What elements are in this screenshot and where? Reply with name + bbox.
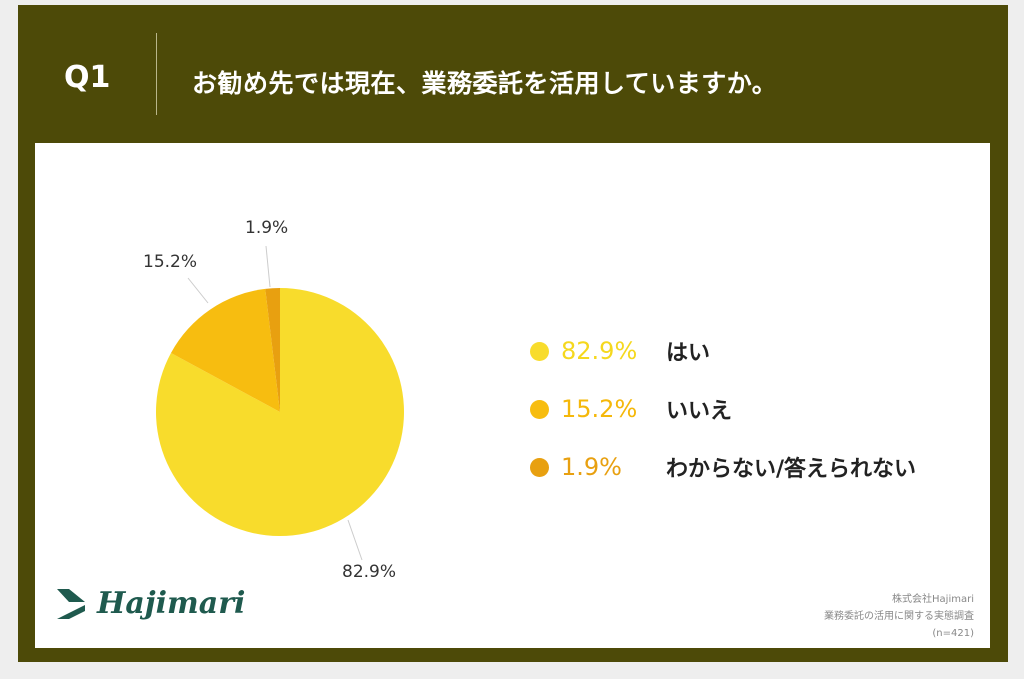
leader-line-unknown bbox=[265, 245, 271, 288]
source-company: 株式会社Hajimari bbox=[892, 594, 974, 605]
legend-pct: 15.2% bbox=[561, 395, 638, 423]
legend-item-yes: 82.9% はい bbox=[530, 322, 916, 380]
legend-label: はい bbox=[666, 341, 711, 366]
legend-label: わからない/答えられない bbox=[666, 457, 917, 482]
legend-item-unknown: 1.9% わからない/答えられない bbox=[530, 438, 916, 496]
source-n: (n=421) bbox=[932, 628, 974, 639]
legend-pct: 1.9% bbox=[561, 453, 622, 481]
legend-pct: 82.9% bbox=[561, 337, 638, 365]
slice-label-no: 15.2% bbox=[143, 252, 198, 272]
legend-dot bbox=[530, 341, 549, 361]
pie-slice-unknown bbox=[265, 288, 280, 412]
divider bbox=[156, 33, 157, 115]
legend-dot bbox=[530, 399, 549, 419]
question-title: お勧め先では現在、業務委託を活用していますか。 bbox=[192, 69, 778, 98]
source-survey: 業務委託の活用に関する実態調査 bbox=[824, 611, 974, 622]
logo-chevron-icon bbox=[57, 589, 85, 619]
hajimari-logo: Hajimari bbox=[55, 585, 245, 621]
legend-label: いいえ bbox=[666, 399, 733, 424]
pie-slice-no bbox=[170, 288, 280, 412]
leader-line-no bbox=[187, 277, 209, 304]
slice-label-unknown: 1.9% bbox=[245, 218, 289, 238]
legend-dot bbox=[530, 457, 549, 477]
source-note: 株式会社Hajimari 業務委託の活用に関する実態調査 (n=421) bbox=[824, 591, 974, 642]
legend-item-no: 15.2% いいえ bbox=[530, 380, 916, 438]
slice-label-yes: 82.9% bbox=[342, 562, 397, 582]
question-number: Q1 bbox=[64, 60, 111, 95]
leader-line-yes bbox=[347, 519, 363, 561]
logo-text: Hajimari bbox=[97, 585, 246, 621]
legend: 82.9% はい 15.2% いいえ 1.9% わからない/答えられない bbox=[530, 322, 916, 496]
